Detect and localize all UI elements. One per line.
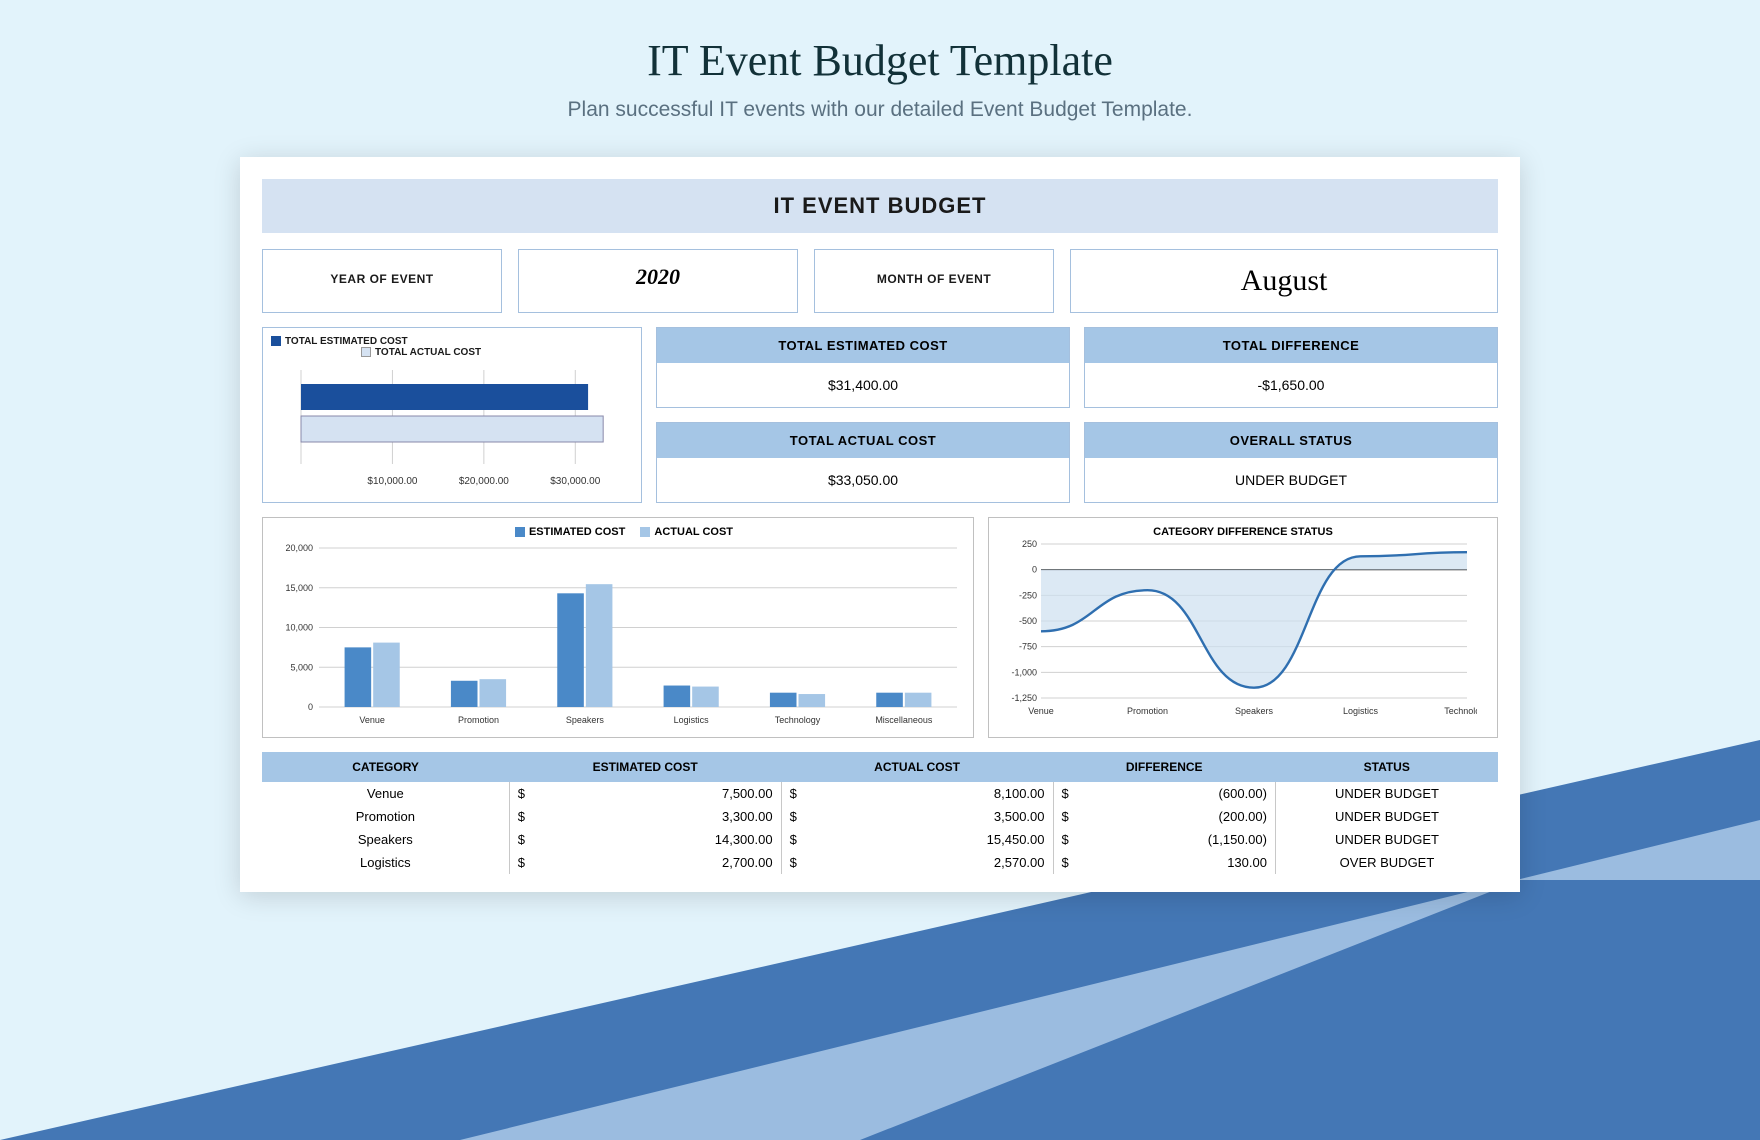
kpi-act-label: TOTAL ACTUAL COST — [657, 423, 1069, 458]
bar-chart-card: ESTIMATED COST ACTUAL COST 0 5,000 10,000 1… — [262, 517, 974, 738]
table-cell: $2,700.00 — [509, 851, 781, 874]
kpi-diff-value: -$1,650.00 — [1085, 363, 1497, 407]
kpi-right-col: TOTAL DIFFERENCE -$1,650.00 OVERALL STAT… — [1084, 327, 1498, 503]
kpi-status: OVERALL STATUS UNDER BUDGET — [1084, 422, 1498, 503]
svg-text:0: 0 — [1032, 565, 1037, 575]
svg-text:5,000: 5,000 — [290, 662, 313, 672]
table-header: STATUS — [1275, 752, 1498, 782]
svg-text:$10,000.00: $10,000.00 — [367, 476, 417, 487]
table-header: DIFFERENCE — [1053, 752, 1275, 782]
table-row: Venue$7,500.00$8,100.00$(600.00)UNDER BU… — [262, 782, 1498, 805]
kpi-status-label: OVERALL STATUS — [1085, 423, 1497, 458]
table-cell: $8,100.00 — [781, 782, 1053, 805]
svg-text:-1,250: -1,250 — [1011, 693, 1037, 703]
bar-legend-est: ESTIMATED COST — [529, 526, 625, 538]
meta-row: YEAR OF EVENT 2020 MONTH OF EVENT August — [262, 249, 1498, 313]
table-row: Promotion$3,300.00$3,500.00$(200.00)UNDE… — [262, 805, 1498, 828]
table-cell: $(200.00) — [1053, 805, 1275, 828]
svg-text:$20,000.00: $20,000.00 — [459, 476, 509, 487]
sheet-banner: IT EVENT BUDGET — [262, 179, 1498, 233]
kpi-status-value: UNDER BUDGET — [1085, 458, 1497, 502]
table-cell: UNDER BUDGET — [1275, 805, 1498, 828]
table-row: Logistics$2,700.00$2,570.00$130.00OVER B… — [262, 851, 1498, 874]
spreadsheet-card: IT EVENT BUDGET YEAR OF EVENT 2020 MONTH… — [240, 157, 1520, 892]
svg-text:-1,000: -1,000 — [1011, 667, 1037, 677]
table-cell: Logistics — [262, 851, 509, 874]
table-cell: $15,450.00 — [781, 828, 1053, 851]
kpi-difference: TOTAL DIFFERENCE -$1,650.00 — [1084, 327, 1498, 408]
table-cell: $130.00 — [1053, 851, 1275, 874]
table-cell: $14,300.00 — [509, 828, 781, 851]
svg-text:Logistics: Logistics — [1343, 706, 1379, 716]
line-plot: 250 0 -250 -500 -750 -1,000 -1,250 Venue Promoti… — [997, 540, 1489, 720]
bg-triangle-dark-overlay — [860, 880, 1760, 1140]
budget-table: CATEGORYESTIMATED COSTACTUAL COSTDIFFERE… — [262, 752, 1498, 874]
svg-text:Speakers: Speakers — [1235, 706, 1274, 716]
hbar-legend-est: TOTAL ESTIMATED COST — [285, 336, 408, 347]
bar-plot: 0 5,000 10,000 15,000 20,000 Venue Promotion Sp… — [271, 544, 965, 729]
table-cell: Speakers — [262, 828, 509, 851]
svg-text:Venue: Venue — [359, 715, 385, 725]
table-header: ACTUAL COST — [781, 752, 1053, 782]
page-subtitle: Plan successful IT events with our detai… — [0, 98, 1760, 122]
hbar-legend: TOTAL ESTIMATED COST TOTAL ACTUAL COST — [271, 336, 633, 358]
svg-text:-250: -250 — [1019, 590, 1037, 600]
table-row: Speakers$14,300.00$15,450.00$(1,150.00)U… — [262, 828, 1498, 851]
line-chart-card: CATEGORY DIFFERENCE STATUS 250 0 -250 -500 -… — [988, 517, 1498, 738]
svg-text:Promotion: Promotion — [458, 715, 499, 725]
kpi-est-label: TOTAL ESTIMATED COST — [657, 328, 1069, 363]
table-cell: $3,500.00 — [781, 805, 1053, 828]
table-header: CATEGORY — [262, 752, 509, 782]
svg-text:-500: -500 — [1019, 616, 1037, 626]
svg-text:Technology: Technology — [1444, 706, 1477, 716]
table-cell: $7,500.00 — [509, 782, 781, 805]
svg-text:Venue: Venue — [1028, 706, 1054, 716]
svg-text:$30,000.00: $30,000.00 — [550, 476, 600, 487]
charts-row: ESTIMATED COST ACTUAL COST 0 5,000 10,000 1… — [262, 517, 1498, 738]
kpi-est-value: $31,400.00 — [657, 363, 1069, 407]
bar-legend: ESTIMATED COST ACTUAL COST — [271, 526, 965, 538]
svg-text:Speakers: Speakers — [566, 715, 605, 725]
hbar-legend-act: TOTAL ACTUAL COST — [375, 347, 481, 358]
table-cell: $3,300.00 — [509, 805, 781, 828]
kpi-diff-label: TOTAL DIFFERENCE — [1085, 328, 1497, 363]
table-cell: $(1,150.00) — [1053, 828, 1275, 851]
svg-text:Promotion: Promotion — [1127, 706, 1168, 716]
svg-text:Miscellaneous: Miscellaneous — [875, 715, 933, 725]
table-cell: $2,570.00 — [781, 851, 1053, 874]
hbar-chart-card: TOTAL ESTIMATED COST TOTAL ACTUAL COST $… — [262, 327, 642, 503]
table-cell: UNDER BUDGET — [1275, 828, 1498, 851]
svg-text:250: 250 — [1022, 540, 1037, 549]
svg-text:Logistics: Logistics — [674, 715, 710, 725]
table-cell: Venue — [262, 782, 509, 805]
table-cell: $(600.00) — [1053, 782, 1275, 805]
table-cell: UNDER BUDGET — [1275, 782, 1498, 805]
mid-row: TOTAL ESTIMATED COST TOTAL ACTUAL COST $… — [262, 327, 1498, 503]
bar-legend-act: ACTUAL COST — [654, 526, 733, 538]
hbar-plot: $10,000.00 $20,000.00 $30,000.00 — [271, 362, 633, 492]
table-header: ESTIMATED COST — [509, 752, 781, 782]
kpi-actual: TOTAL ACTUAL COST $33,050.00 — [656, 422, 1070, 503]
page-title: IT Event Budget Template — [0, 0, 1760, 86]
table-cell: OVER BUDGET — [1275, 851, 1498, 874]
svg-text:15,000: 15,000 — [285, 583, 313, 593]
kpi-estimated: TOTAL ESTIMATED COST $31,400.00 — [656, 327, 1070, 408]
svg-text:-750: -750 — [1019, 642, 1037, 652]
month-label: MONTH OF EVENT — [814, 249, 1054, 313]
kpi-act-value: $33,050.00 — [657, 458, 1069, 502]
kpi-left-col: TOTAL ESTIMATED COST $31,400.00 TOTAL AC… — [656, 327, 1070, 503]
svg-text:0: 0 — [308, 702, 313, 712]
line-chart-title: CATEGORY DIFFERENCE STATUS — [997, 526, 1489, 538]
month-value: August — [1070, 249, 1498, 313]
svg-text:Technology: Technology — [775, 715, 821, 725]
svg-text:10,000: 10,000 — [285, 623, 313, 633]
year-label: YEAR OF EVENT — [262, 249, 502, 313]
svg-text:20,000: 20,000 — [285, 544, 313, 553]
year-value: 2020 — [518, 249, 798, 313]
table-cell: Promotion — [262, 805, 509, 828]
